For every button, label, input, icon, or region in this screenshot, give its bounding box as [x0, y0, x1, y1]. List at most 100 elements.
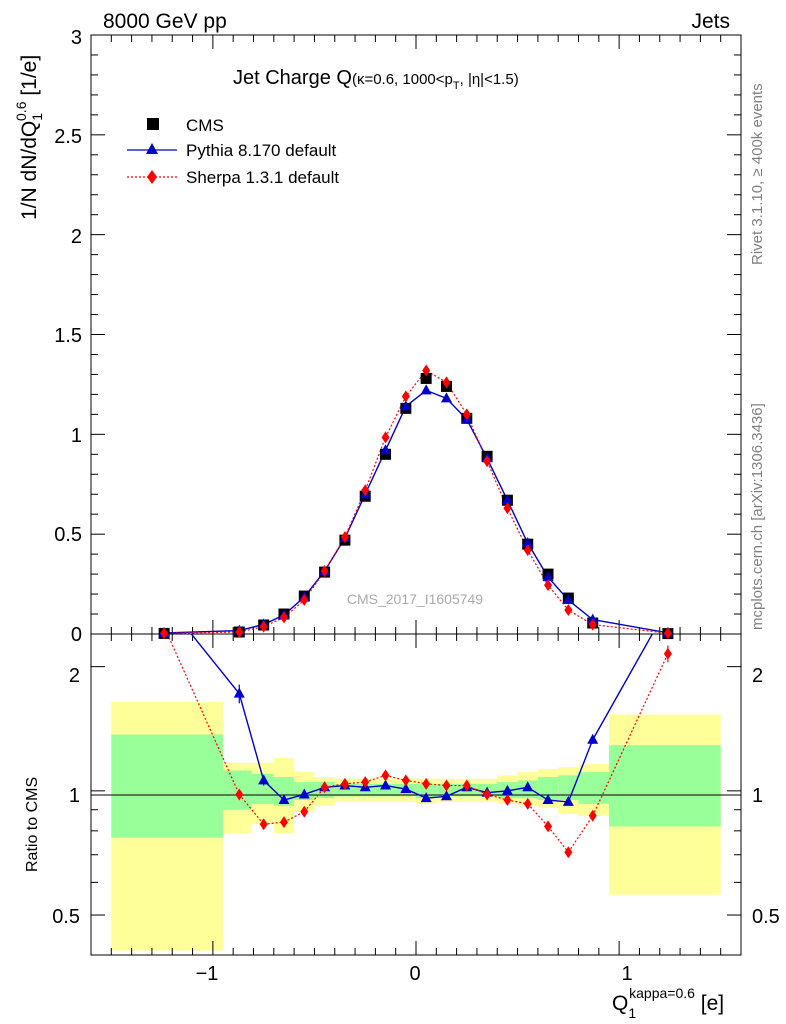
main-ytick-label: 1: [71, 425, 82, 447]
main-y-tick-labels: 0 0.5 1 1.5 2 2.5 3: [54, 27, 82, 646]
sherpa-point: [503, 502, 512, 515]
sherpa-point: [544, 579, 553, 592]
legend-marker-cms: [147, 118, 159, 130]
title-sub-tail: , |η|<1.5): [460, 71, 519, 88]
x-label-unit: [e]: [695, 992, 724, 1015]
sherpa-ratio-point: [340, 777, 349, 790]
sherpa-point: [523, 544, 532, 557]
xtick-label: 1: [621, 963, 632, 985]
legend-label-cms: CMS: [186, 116, 224, 135]
sherpa-point: [663, 627, 672, 640]
main-ytick-label: 0.5: [54, 524, 82, 546]
pythia-ratio-point: [380, 779, 392, 790]
pythia-ratio-point: [278, 794, 290, 805]
ratio-y-tick-labels-right: 0.5 1 2: [752, 665, 780, 928]
pythia-ratio-point: [501, 784, 513, 795]
ratio-ytick-label: 2: [69, 665, 80, 687]
main-plot-series: [158, 364, 674, 640]
legend-label-pythia: Pythia 8.170 default: [186, 141, 337, 160]
sherpa-point: [442, 376, 451, 389]
sherpa-ratio-point: [279, 816, 288, 829]
sherpa-ratio-point: [381, 769, 390, 782]
sherpa-ratio-point: [259, 818, 268, 831]
main-ytick-label: 2: [71, 226, 82, 248]
ratio-uncertainty-bands: [111, 702, 721, 951]
x-label-text: Q: [612, 992, 628, 1015]
sherpa-ratio-point: [544, 820, 553, 833]
main-ytick-label: 1.5: [54, 325, 82, 347]
sherpa-ratio-point: [483, 788, 492, 801]
ratio-y-axis-label: Ratio to CMS: [24, 777, 41, 872]
legend: CMS Pythia 8.170 default Sherpa 1.3.1 de…: [127, 116, 339, 187]
pythia-point: [542, 571, 554, 582]
title-sub-t: T: [453, 80, 460, 92]
main-ytick-label: 0: [71, 624, 82, 646]
ratio-ytick-label: 0.5: [52, 906, 80, 928]
title-sub: (κ=0.6, 1000<p: [352, 71, 453, 88]
band-inner: [608, 745, 721, 827]
xtick-label: 0: [409, 963, 420, 985]
ratio-ytick-label: 0.5: [752, 906, 780, 928]
sherpa-point: [235, 626, 244, 639]
band-inner: [111, 734, 224, 838]
pythia-ratio-point: [440, 790, 452, 801]
sherpa-point: [361, 484, 370, 497]
pythia-point: [380, 444, 392, 455]
sherpa-ratio-point: [523, 797, 532, 810]
legend-marker-pythia: [146, 143, 158, 154]
sherpa-point: [279, 611, 288, 624]
main-y-label-unit: [1/e]: [18, 55, 41, 102]
sherpa-point: [300, 594, 309, 607]
ratio-ytick-label: 1: [69, 785, 80, 807]
pythia-point: [562, 594, 574, 605]
sherpa-point: [564, 604, 573, 617]
ratio-plot-series: [166, 633, 672, 859]
sherpa-point: [401, 390, 410, 403]
sherpa-point: [381, 431, 390, 444]
x-tick-labels: −1 0 1: [196, 963, 633, 985]
band-inner: [334, 783, 356, 797]
sherpa-ratio-point: [320, 781, 329, 794]
pythia-ratio-point: [233, 687, 245, 698]
sherpa-point: [422, 364, 431, 377]
category-label: Jets: [691, 10, 730, 33]
sherpa-ratio-point: [663, 647, 672, 660]
band-inner: [537, 777, 559, 801]
cms-point: [420, 372, 432, 384]
sherpa-ratio-point: [442, 779, 451, 792]
pythia-ratio-point: [420, 792, 432, 803]
pythia-ratio-point: [400, 783, 412, 794]
sherpa-ratio-line: [166, 633, 669, 853]
legend-label-sherpa: Sherpa 1.3.1 default: [186, 168, 339, 187]
ratio-ytick-label: 2: [752, 665, 763, 687]
sherpa-ratio-point: [361, 776, 370, 789]
sherpa-point: [483, 455, 492, 468]
pythia-ratio-point: [562, 795, 574, 806]
band-inner: [223, 770, 252, 810]
axis-ticks: [91, 34, 741, 955]
sherpa-ratio-point: [462, 779, 471, 792]
band-inner: [578, 772, 609, 804]
pythia-ratio-point: [542, 794, 554, 805]
main-ytick-label: 3: [71, 27, 82, 49]
sherpa-point: [259, 620, 268, 633]
ratio-ytick-label: 1: [752, 785, 763, 807]
main-y-label-sub: 1: [29, 113, 45, 121]
sherpa-ratio-point: [588, 809, 597, 822]
energy-label: 8000 GeV pp: [103, 10, 227, 33]
pythia-ratio-point: [522, 781, 534, 792]
ratio-y-tick-labels-left: 0.5 1 2: [52, 665, 80, 928]
sherpa-ratio-point: [401, 774, 410, 787]
band-inner: [558, 775, 579, 801]
sherpa-ratio-point: [422, 777, 431, 790]
xtick-label: −1: [196, 963, 219, 985]
band-inner: [251, 773, 274, 804]
analysis-label: CMS_2017_I1605749: [347, 591, 483, 607]
plot-title: Jet Charge Q(κ=0.6, 1000<pT, |η|<1.5): [233, 67, 519, 92]
x-label-sup: kappa=0.6: [629, 985, 695, 1001]
main-y-label-text: 1/N dN/dQ: [18, 121, 41, 220]
x-label-sub: 1: [628, 1005, 636, 1021]
pythia-point: [522, 537, 534, 548]
pythia-point: [400, 400, 412, 411]
